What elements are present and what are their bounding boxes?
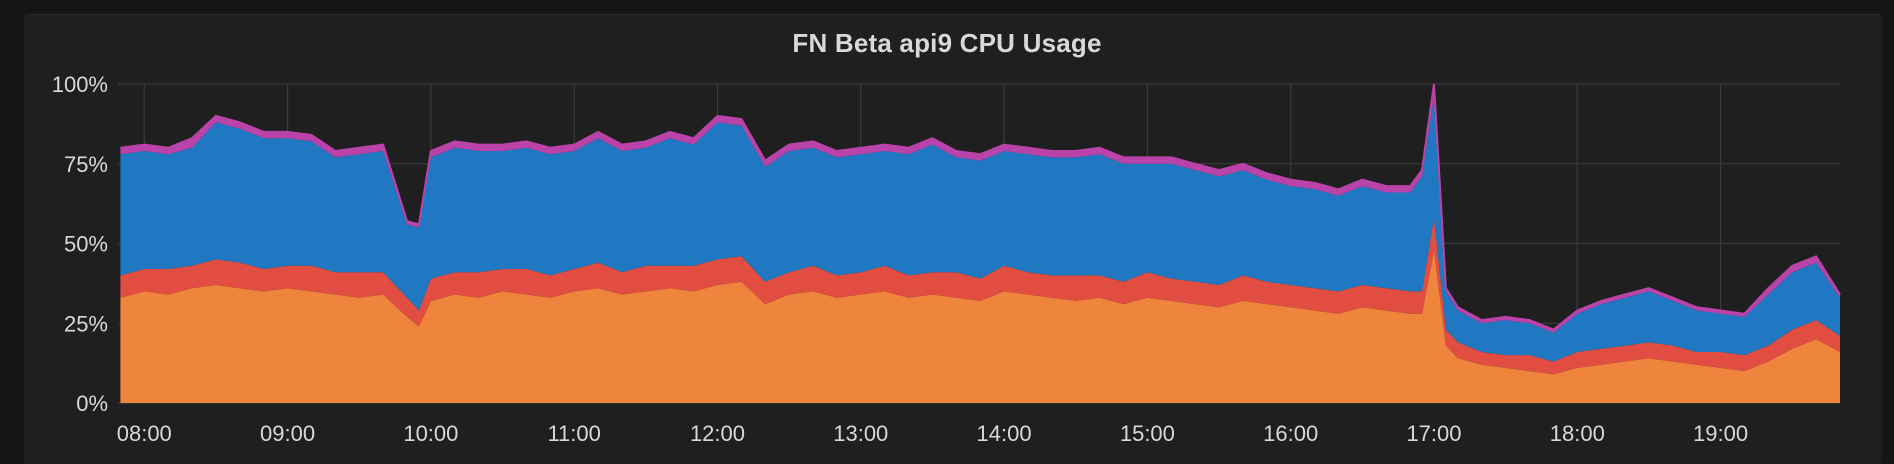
x-tick-label: 15:00: [1120, 421, 1175, 446]
series-4-line: [120, 83, 1841, 331]
x-axis-ticks: 08:00 09:00 10:00 11:00 12:00 13:00 14:00 15:00…: [117, 421, 1748, 446]
x-tick-label: 14:00: [977, 421, 1032, 446]
series-1-area: [120, 249, 1840, 403]
x-tick-label: 11:00: [547, 421, 600, 446]
series-2-area: [120, 218, 1840, 375]
y-axis-ticks: 0% 25% 50% 75% 100%: [52, 72, 108, 416]
y-tick-label: 25%: [64, 311, 108, 336]
stacked-areas: [120, 83, 1841, 403]
x-tick-label: 18:00: [1550, 421, 1605, 446]
x-tick-label: 12:00: [690, 421, 745, 446]
x-tick-label: 08:00: [117, 421, 172, 446]
x-tick-label: 13:00: [833, 421, 888, 446]
x-tick-label: 10:00: [403, 421, 458, 446]
x-tick-label: 17:00: [1406, 421, 1461, 446]
chart-title: FN Beta api9 CPU Usage: [792, 28, 1102, 58]
series-3-area: [120, 96, 1840, 362]
y-tick-label: 50%: [64, 232, 108, 257]
y-tick-label: 0%: [76, 391, 108, 416]
y-tick-label: 100%: [52, 72, 108, 97]
x-tick-label: 09:00: [260, 421, 315, 446]
x-tick-label: 16:00: [1263, 421, 1318, 446]
y-tick-label: 75%: [64, 152, 108, 177]
x-tick-label: 19:00: [1693, 421, 1748, 446]
